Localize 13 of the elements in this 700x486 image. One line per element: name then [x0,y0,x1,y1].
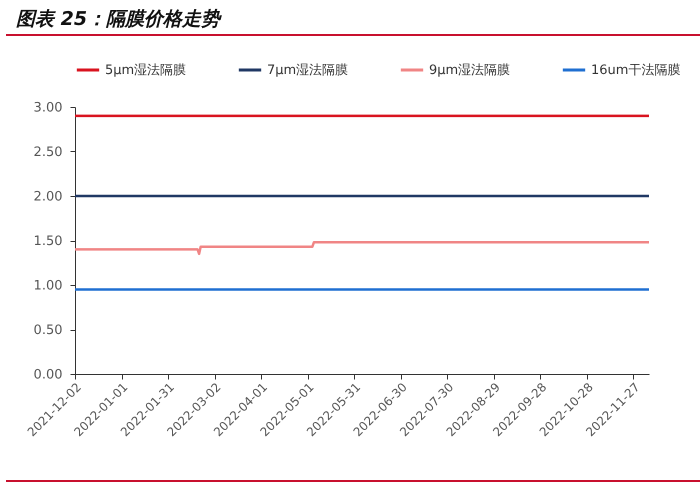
y-tick-label: 0.50 [34,323,62,338]
line-series [75,241,649,256]
y-tick-label: 3.00 [34,100,62,116]
y-tick-label: 2.50 [34,145,62,160]
legend-label: 5μm湿法隔膜 [105,63,186,78]
legend-label: 9μm湿法隔膜 [429,63,510,78]
legend-label: 16um干法隔膜 [591,63,680,78]
y-tick-label: 1.00 [34,278,62,294]
y-tick-label: 1.50 [34,234,62,249]
y-tick-label: 2.00 [34,190,62,204]
y-tick-label: 0.00 [34,368,62,382]
legend-label: 7μm湿法隔膜 [267,63,348,78]
chart-title: 图表 25：隔膜价格走势 [16,7,220,32]
